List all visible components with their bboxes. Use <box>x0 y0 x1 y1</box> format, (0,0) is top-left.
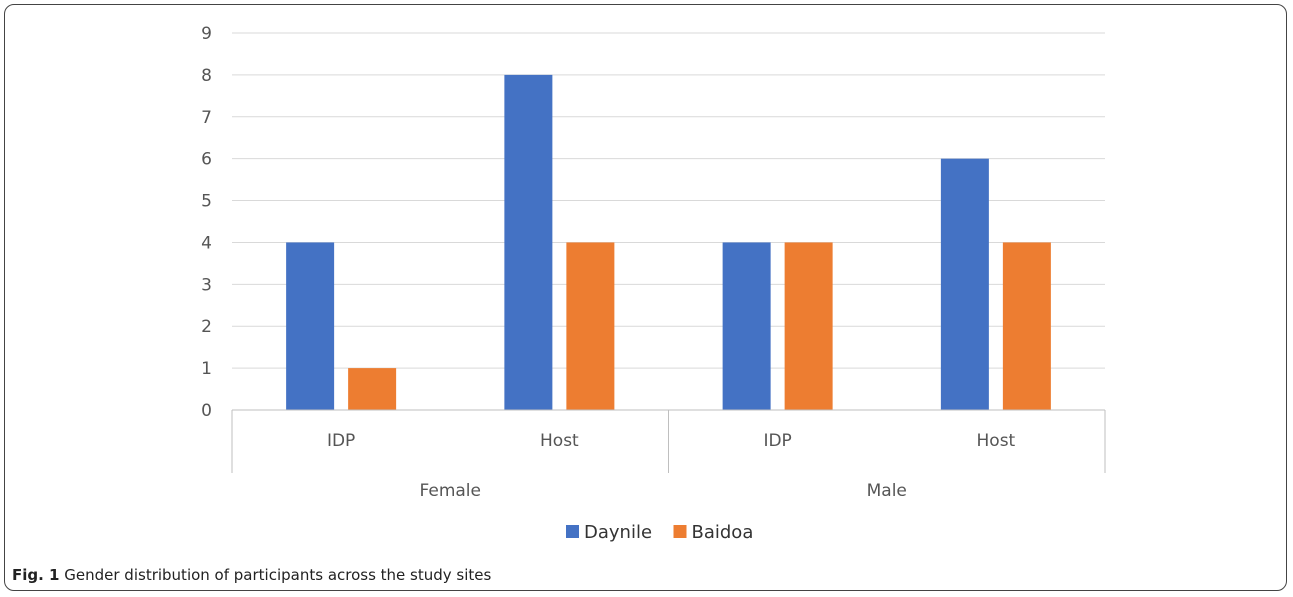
bar-baidoa <box>348 368 397 410</box>
y-tick-label: 9 <box>201 24 212 44</box>
group-label: Male <box>867 481 907 501</box>
x-tick-label: IDP <box>327 431 355 451</box>
caption-text: Gender distribution of participants acro… <box>64 566 492 584</box>
y-tick-label: 2 <box>201 317 212 337</box>
y-tick-label: 8 <box>201 66 212 86</box>
bar-baidoa <box>566 242 615 410</box>
x-tick-label: IDP <box>763 431 791 451</box>
bar-daynile <box>722 242 771 410</box>
bar-daynile <box>940 158 989 410</box>
caption-label: Fig. 1 <box>12 566 60 584</box>
legend-label-daynile: Daynile <box>584 522 652 543</box>
x-tick-label: Host <box>540 431 579 451</box>
y-tick-label: 6 <box>201 150 212 170</box>
bar-baidoa <box>1002 242 1051 410</box>
x-tick-label: Host <box>977 431 1016 451</box>
y-tick-label: 7 <box>201 108 212 128</box>
y-tick-label: 0 <box>201 401 212 421</box>
y-tick-label: 5 <box>201 192 212 212</box>
y-tick-label: 4 <box>201 233 212 253</box>
group-label: Female <box>420 481 481 501</box>
bar-chart: 0 1 2 3 4 5 6 7 8 9 IDP Host IDP Host Female Male Daynil… <box>201 24 1106 543</box>
legend-label-baidoa: Baidoa <box>692 522 754 543</box>
y-tick-label: 3 <box>201 275 212 295</box>
figure-caption: Fig. 1 Gender distribution of participan… <box>12 566 491 584</box>
legend-swatch-baidoa <box>673 525 687 538</box>
figure-frame <box>4 4 1287 591</box>
bar-baidoa <box>784 242 833 410</box>
legend-swatch-daynile <box>566 525 579 538</box>
y-tick-label: 1 <box>201 359 212 379</box>
bar-daynile <box>504 74 553 410</box>
bar-daynile <box>286 242 335 410</box>
